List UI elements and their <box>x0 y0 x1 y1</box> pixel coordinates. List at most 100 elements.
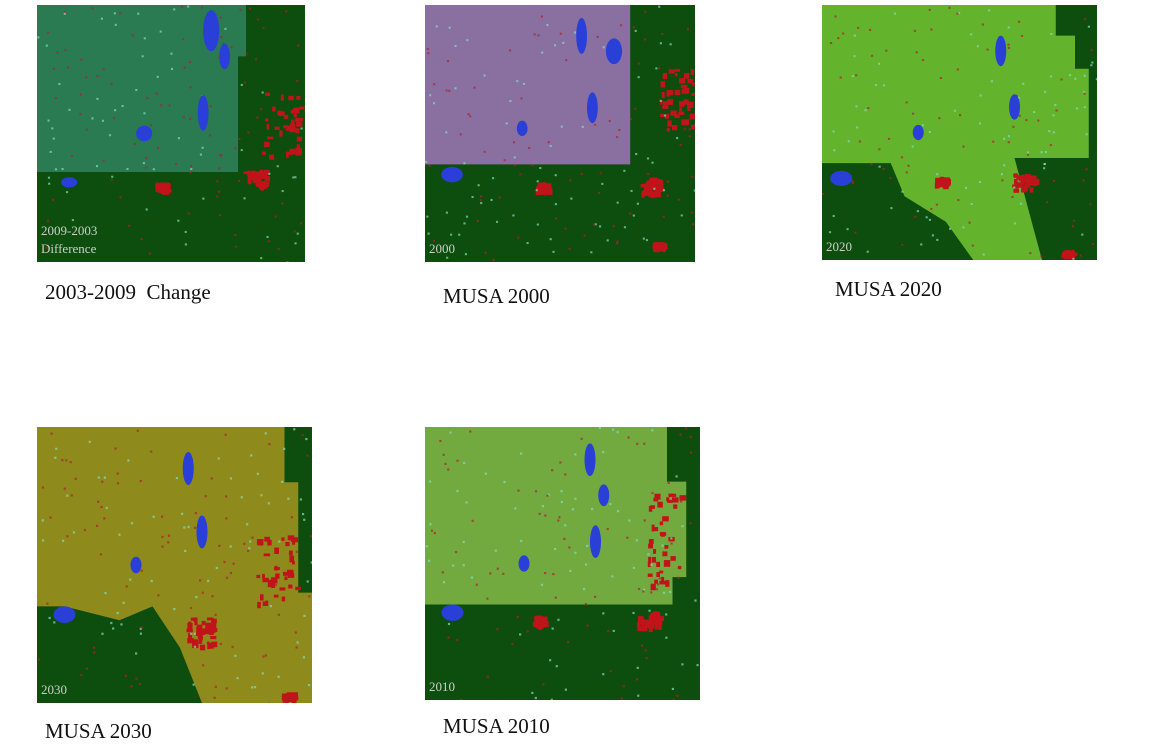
map-speckle <box>183 526 186 529</box>
map-patch <box>295 147 302 154</box>
map-speckle <box>635 152 638 156</box>
map-patch <box>287 151 292 155</box>
map-speckle <box>846 228 849 231</box>
map-speckle <box>136 429 139 432</box>
map-speckle <box>108 134 112 137</box>
map-speckle <box>681 663 684 666</box>
map-speckle <box>426 47 429 51</box>
map-speckle <box>1017 20 1021 23</box>
map-speckle <box>240 83 243 86</box>
map-image: 2010 <box>425 427 700 700</box>
map-speckle <box>428 164 431 167</box>
map-speckle <box>64 11 67 14</box>
map-speckle <box>456 459 459 462</box>
map-speckle <box>662 215 665 218</box>
map-speckle <box>276 165 279 168</box>
map-speckle <box>855 105 858 108</box>
map-patch <box>272 106 276 112</box>
map-speckle <box>531 691 534 695</box>
map-image: 2030 <box>37 427 312 703</box>
lake <box>912 124 924 141</box>
map-speckle <box>268 172 271 175</box>
map-speckle <box>554 174 557 177</box>
map-speckle <box>102 68 105 71</box>
map-speckle <box>248 540 252 543</box>
map-patch <box>650 505 656 509</box>
map-speckle <box>239 8 242 11</box>
map-speckle <box>599 225 602 228</box>
map-patch <box>660 81 666 88</box>
map-speckle <box>458 233 461 236</box>
map-speckle <box>189 117 192 120</box>
lake <box>53 606 76 623</box>
map-speckle <box>1090 49 1093 52</box>
map-patch <box>274 547 279 554</box>
map-speckle <box>103 517 106 520</box>
map-patch <box>934 182 939 189</box>
map-speckle <box>95 524 99 528</box>
map-speckle <box>677 198 680 201</box>
map-speckle <box>496 628 499 631</box>
map-speckle <box>225 495 228 498</box>
map-speckle <box>309 535 312 538</box>
map-patch <box>648 543 654 549</box>
map-speckle <box>218 213 221 217</box>
map-speckle <box>85 667 88 670</box>
map-patch <box>291 148 296 155</box>
map-speckle <box>1082 91 1086 94</box>
map-patch <box>674 73 678 77</box>
lake <box>136 125 153 142</box>
map-speckle <box>74 477 77 480</box>
map-speckle <box>938 117 941 120</box>
map-patch <box>654 493 661 500</box>
map-patch <box>204 629 210 635</box>
map-speckle <box>691 175 694 178</box>
map-patch <box>295 117 299 123</box>
map-patch <box>289 148 293 153</box>
map-speckle <box>837 37 840 40</box>
map-speckle <box>277 247 280 250</box>
map-speckle <box>68 108 71 111</box>
map-speckle <box>1072 219 1076 222</box>
map-speckle <box>853 55 856 58</box>
map-speckle <box>467 113 470 116</box>
map-speckle <box>428 480 432 483</box>
map-speckle <box>554 596 557 599</box>
map-speckle <box>1007 46 1011 49</box>
map-speckle <box>541 505 544 508</box>
map-patch <box>285 125 291 131</box>
map-patch <box>292 560 295 565</box>
map-patch <box>656 561 661 568</box>
map-speckle <box>170 67 174 70</box>
map-speckle <box>465 501 468 504</box>
map-speckle <box>229 545 232 548</box>
map-speckle <box>580 173 583 176</box>
map-patch <box>206 617 214 621</box>
map-speckle <box>866 250 869 253</box>
map-speckle <box>644 649 647 652</box>
map-speckle <box>104 592 107 595</box>
caption: MUSA 2030 <box>45 719 152 743</box>
map-speckle <box>514 507 517 510</box>
map-patch <box>659 100 663 105</box>
map-patch <box>651 181 658 189</box>
map-speckle <box>195 595 198 599</box>
map-speckle <box>46 602 49 605</box>
map-speckle <box>455 550 458 554</box>
map-speckle <box>939 77 943 80</box>
map-speckle <box>454 44 457 47</box>
map-speckle <box>1018 114 1021 117</box>
map-patch <box>293 113 297 118</box>
map-speckle <box>503 480 506 484</box>
map-patch <box>539 616 544 620</box>
map-speckle <box>199 579 202 582</box>
map-speckle <box>49 516 52 519</box>
map-speckle <box>142 162 145 165</box>
map-speckle <box>1079 254 1082 257</box>
map-speckle <box>69 461 72 464</box>
lake <box>1009 94 1020 120</box>
map-speckle <box>857 26 860 29</box>
map-patch <box>262 573 265 579</box>
map-speckle <box>616 136 619 139</box>
map-speckle <box>139 479 142 483</box>
